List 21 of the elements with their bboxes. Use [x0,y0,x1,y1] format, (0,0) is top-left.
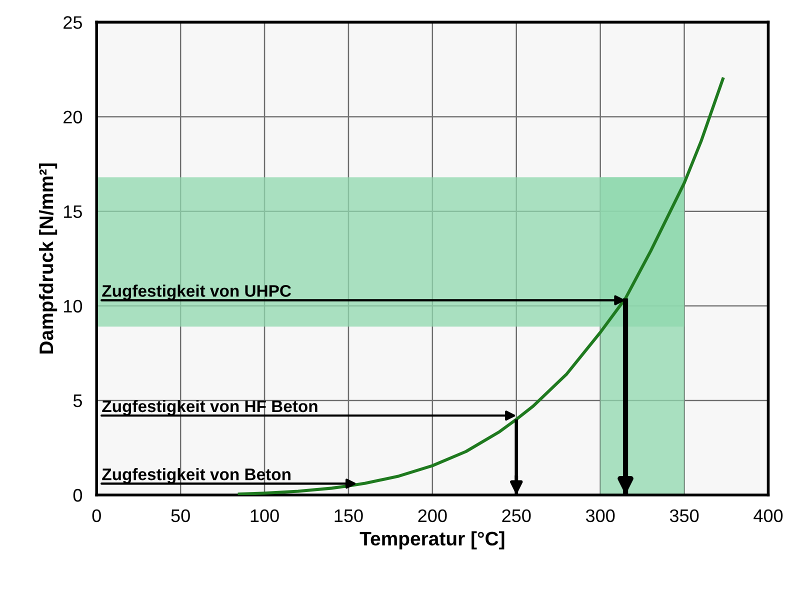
annotation: Zugfestigkeit von HF Beton [102,400,318,416]
x-tick-label: 50 [171,509,190,522]
y-tick-label: 5 [73,394,82,408]
y-tick-label: 10 [64,300,82,313]
annotation: Zugfestigkeit von UHPC [102,284,292,300]
y-axis-title: Dampfdruck [N/mm²] [38,164,58,354]
y-tick-label: 0 [73,488,82,502]
x-tick-label: 400 [754,509,783,522]
x-tick-label: 250 [502,509,531,522]
y-tick-label: 15 [64,205,82,218]
x-tick-label: 200 [418,509,447,522]
annotation: Zugfestigkeit von Beton [102,468,290,484]
line-series [238,77,724,495]
y-tick-label: 25 [64,16,82,29]
x-axis-title: Temperatur [°C] [360,531,504,550]
x-tick-label: 300 [586,509,615,522]
x-tick-label: 100 [250,509,279,522]
x-tick-label: 350 [670,509,699,522]
x-tick-label: 0 [92,509,101,522]
x-tick-label: 150 [334,509,363,522]
y-tick-label: 20 [64,110,82,124]
